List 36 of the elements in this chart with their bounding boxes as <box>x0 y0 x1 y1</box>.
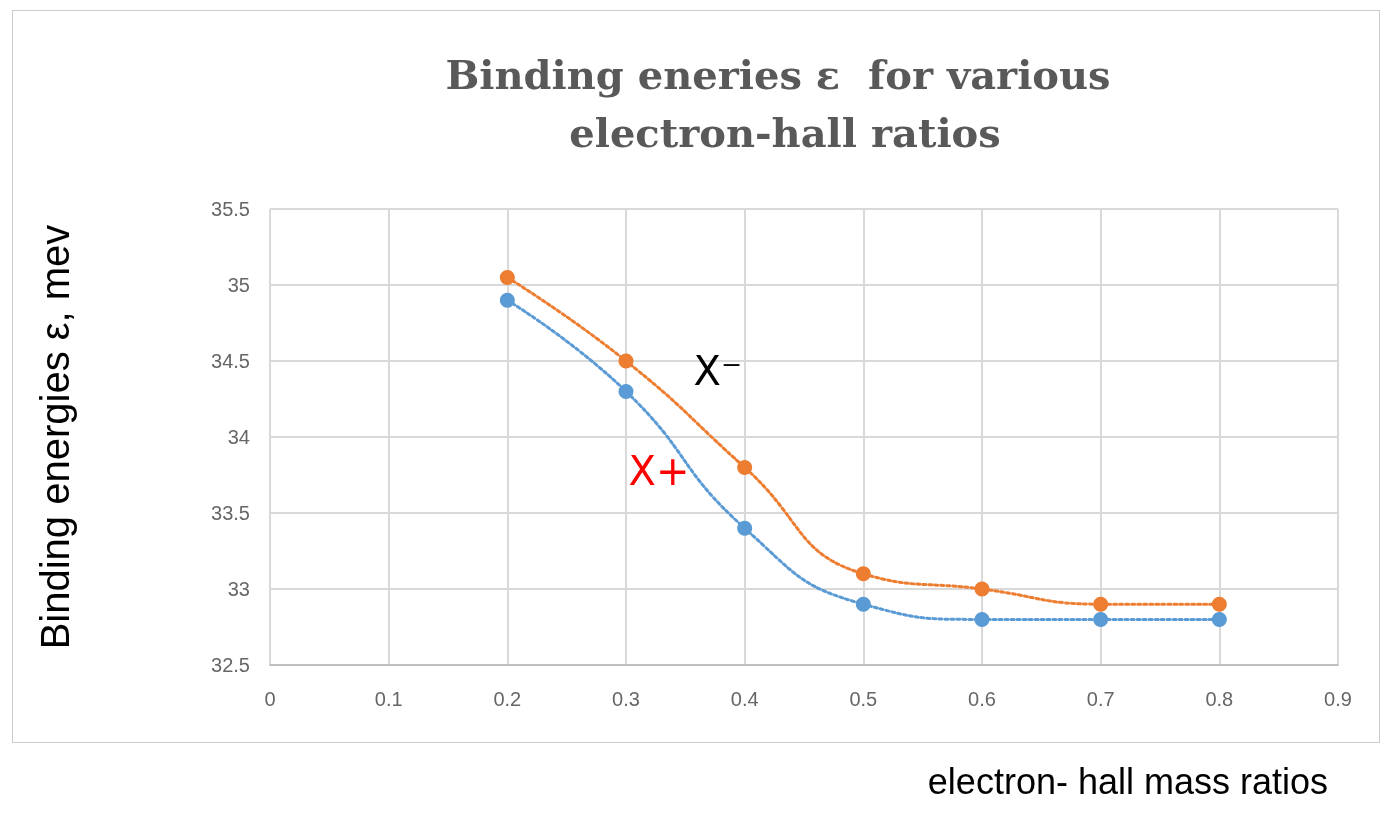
x-tick-label: 0.8 <box>1205 688 1234 710</box>
point <box>499 269 515 285</box>
x-tick-label: 0 <box>264 688 276 710</box>
x-tick-label: 0.5 <box>849 688 878 710</box>
y-tick-label: 35.5 <box>211 198 250 220</box>
point <box>1211 596 1227 612</box>
point <box>1093 611 1109 627</box>
x-tick-label: 0.3 <box>612 688 640 710</box>
y-tick-label: 32.5 <box>211 654 250 676</box>
x-tick-label: 0.7 <box>1086 688 1115 710</box>
x-tick-label: 0.4 <box>730 688 759 710</box>
series-label: X+ <box>628 448 690 495</box>
point <box>1093 596 1109 612</box>
point <box>1211 611 1227 627</box>
point <box>499 292 515 308</box>
point <box>737 520 753 536</box>
series-label: X⁻ <box>693 348 743 394</box>
point <box>855 566 871 582</box>
point <box>855 596 871 612</box>
x-tick-label: 0.1 <box>374 688 403 710</box>
y-tick-label: 34 <box>227 426 250 448</box>
point <box>618 353 634 369</box>
y-tick-label: 33.5 <box>211 502 250 524</box>
point <box>974 611 990 627</box>
chart-title: Binding eneries ε for various electron-hall ratios <box>445 50 1125 156</box>
x-tick-label: 0.2 <box>493 688 522 710</box>
y-tick-label: 34.5 <box>211 350 250 372</box>
y-tick-label: 33 <box>227 578 250 600</box>
y-tick-label: 35 <box>227 274 250 296</box>
point <box>737 459 753 475</box>
x-axis-title: electron- hall mass ratios <box>927 760 1328 802</box>
x-tick-label: 0.6 <box>968 688 996 710</box>
x-tick-label: 0.9 <box>1324 688 1352 710</box>
point <box>974 581 990 597</box>
y-axis-title: Binding energies ε, mev <box>33 224 77 650</box>
point <box>618 383 634 399</box>
